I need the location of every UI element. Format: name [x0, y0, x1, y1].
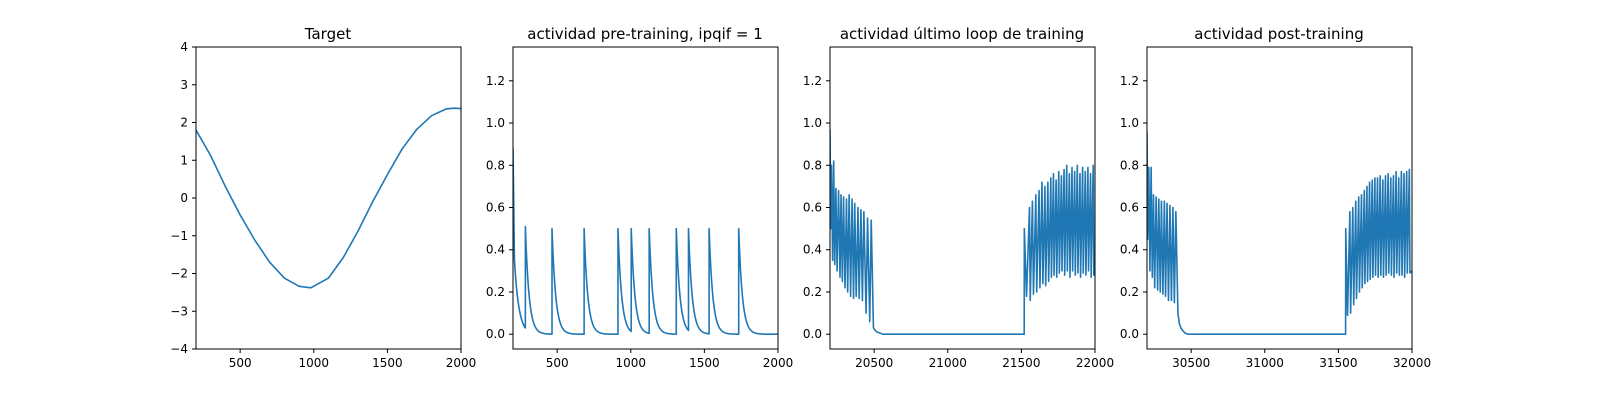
plot-area: 500 1000 1500 2000 −4 −3 −2 −1 0 1 2 3 4 [170, 40, 476, 370]
x-tick-label: 2000 [763, 356, 794, 370]
y-tick-label: 1 [180, 153, 188, 167]
x-tick-label: 31500 [1319, 356, 1357, 370]
x-tick-label: 500 [546, 356, 569, 370]
subplot-title: actividad último loop de training [840, 25, 1084, 43]
y-tick-label: 1.2 [486, 74, 505, 88]
y-tick-label: 0.6 [1120, 201, 1139, 215]
x-tick-label: 1000 [299, 356, 330, 370]
y-tick-label: 1.0 [803, 116, 822, 130]
y-tick-label: −2 [170, 267, 188, 281]
y-tick-label: 0.0 [486, 327, 505, 341]
x-tick-label: 22000 [1076, 356, 1114, 370]
subplot-title: actividad pre-training, ipqif = 1 [527, 25, 763, 43]
plot-area: 500 1000 1500 2000 0.0 0.2 0.4 0.6 0.8 1.0 1.2 [486, 46, 794, 370]
y-tick-label: 0.8 [803, 158, 822, 172]
y-tick-label: 0.8 [486, 158, 505, 172]
x-tick-label: 2000 [446, 356, 477, 370]
x-tick-label: 31000 [1246, 356, 1284, 370]
y-tick-label: 2 [180, 116, 188, 130]
x-tick-label: 21000 [929, 356, 967, 370]
x-tick-label: 32000 [1393, 356, 1431, 370]
subplot-last-training-loop: actividad último loop de training 20500 2… [803, 25, 1114, 370]
series-line [196, 107, 461, 289]
series-line [830, 129, 1095, 336]
subplot-pre-training: actividad pre-training, ipqif = 1 500 100… [486, 25, 793, 370]
y-tick-label: −1 [170, 229, 188, 243]
x-tick-label: 1000 [616, 356, 647, 370]
y-tick-label: 0.4 [803, 243, 822, 257]
x-tick-label: 1500 [372, 356, 403, 370]
series-line [513, 148, 778, 336]
y-tick-label: 0.8 [1120, 158, 1139, 172]
subplot-post-training: actividad post-training 30500 31000 31500 3… [1120, 25, 1431, 370]
plot-area: 20500 21000 21500 22000 0.0 0.2 0.4 0.6 0.8 1.0 1.… [803, 46, 1114, 370]
y-tick-label: −4 [170, 342, 188, 356]
y-tick-label: 0 [180, 191, 188, 205]
axes-frame [829, 46, 1096, 350]
y-tick-label: 3 [180, 78, 188, 92]
y-tick-label: 4 [180, 40, 188, 54]
y-tick-label: 0.2 [1120, 285, 1139, 299]
y-tick-label: 0.0 [803, 327, 822, 341]
y-tick-label: 0.6 [803, 201, 822, 215]
x-tick-label: 20500 [855, 356, 893, 370]
y-tick-label: 0.4 [1120, 243, 1139, 257]
y-tick-label: 0.2 [803, 285, 822, 299]
x-tick-label: 30500 [1172, 356, 1210, 370]
y-tick-label: 1.0 [486, 116, 505, 130]
y-tick-label: 0.2 [486, 285, 505, 299]
axes-frame [512, 46, 779, 350]
plot-area: 30500 31000 31500 32000 0.0 0.2 0.4 0.6 0.8 1.0 1.… [1120, 46, 1431, 370]
y-tick-label: 0.0 [1120, 327, 1139, 341]
y-tick-label: −3 [170, 304, 188, 318]
x-tick-label: 21500 [1002, 356, 1040, 370]
y-tick-label: 0.4 [486, 243, 505, 257]
y-tick-label: 0.6 [486, 201, 505, 215]
axes-frame [1146, 46, 1413, 350]
y-tick-label: 1.0 [1120, 116, 1139, 130]
x-tick-label: 500 [229, 356, 252, 370]
subplot-target: Target 500 1000 1500 2000 −4 −3 −2 −1 0 1 2 3 4 [170, 25, 476, 370]
x-tick-label: 1500 [689, 356, 720, 370]
y-tick-label: 1.2 [1120, 74, 1139, 88]
y-tick-label: 1.2 [803, 74, 822, 88]
series-line [1147, 131, 1412, 336]
axes-frame [195, 46, 462, 350]
subplot-title: actividad post-training [1194, 25, 1363, 43]
subplot-title: Target [304, 25, 352, 43]
